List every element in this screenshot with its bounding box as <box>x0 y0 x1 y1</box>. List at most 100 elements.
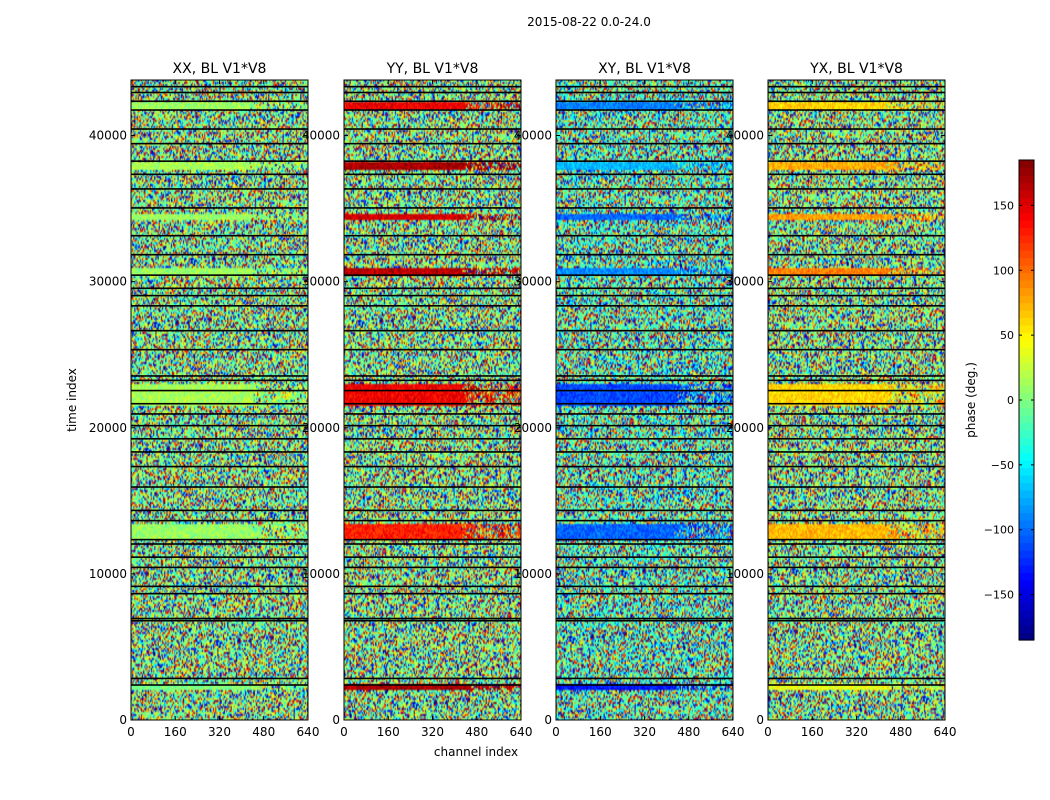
colorbar-segment <box>1019 505 1034 514</box>
x-tick-label: 480 <box>252 725 275 739</box>
colorbar-segment <box>1019 580 1034 589</box>
flagged-row <box>344 543 521 545</box>
flagged-row <box>131 294 308 297</box>
y-tick-label: 0 <box>544 713 552 727</box>
colorbar-segment <box>1019 415 1034 424</box>
flagged-row <box>131 109 308 111</box>
flagged-row <box>556 684 733 686</box>
flagged-row <box>556 274 733 276</box>
flagged-row <box>556 294 733 297</box>
flagged-row <box>556 465 733 468</box>
flagged-row <box>556 619 733 622</box>
y-tick-label: 10000 <box>726 567 764 581</box>
colorbar-segment <box>1019 572 1034 581</box>
flagged-row <box>556 253 733 256</box>
flagged-row <box>768 329 945 332</box>
flagged-row <box>556 207 733 209</box>
flagged-row <box>344 294 521 297</box>
flagged-row <box>344 437 521 440</box>
x-tick-label: 640 <box>934 725 957 739</box>
flagged-row <box>556 437 733 440</box>
colorbar-segment <box>1019 422 1034 431</box>
flagged-row <box>556 305 733 307</box>
colorbar-segment <box>1019 535 1034 544</box>
panel-grid: XX, BL V1*V8 0 160 320 480 640 0 10000 20000 3000… <box>89 61 957 739</box>
flagged-row <box>131 619 308 622</box>
colorbar-segment <box>1019 250 1034 259</box>
flagged-row <box>556 424 733 427</box>
y-tick-label: 20000 <box>726 421 764 435</box>
colorbar-tick-label: −150 <box>984 589 1014 602</box>
flagged-row <box>131 207 308 209</box>
x-tick-label: 160 <box>589 725 612 739</box>
flagged-row <box>131 538 308 541</box>
colorbar-segment <box>1019 167 1034 176</box>
colorbar-segment <box>1019 355 1034 364</box>
y-tick-label: 30000 <box>514 275 552 289</box>
flagged-row <box>768 160 945 162</box>
flagged-row <box>344 188 521 190</box>
flagged-row <box>768 142 945 145</box>
colorbar-segment <box>1019 272 1034 281</box>
colorbar-segment <box>1019 400 1034 409</box>
flagged-row <box>556 109 733 111</box>
flagged-row <box>344 109 521 111</box>
colorbar-segment <box>1019 445 1034 454</box>
flagged-row <box>768 294 945 297</box>
flagged-row <box>131 424 308 427</box>
flagged-row <box>344 684 521 686</box>
flagged-row <box>556 375 733 377</box>
colorbar-segment <box>1019 197 1034 206</box>
x-tick-label: 640 <box>510 725 533 739</box>
flagged-row <box>556 486 733 488</box>
flagged-row <box>344 142 521 145</box>
flagged-row <box>344 253 521 256</box>
flagged-row <box>556 585 733 588</box>
flagged-row <box>344 592 521 595</box>
colorbar-segment <box>1019 310 1034 319</box>
panel-title: YX, BL V1*V8 <box>809 61 903 77</box>
x-tick-label: 480 <box>677 725 700 739</box>
panel-title: XX, BL V1*V8 <box>173 61 267 77</box>
flagged-row <box>344 617 521 620</box>
colorbar-segment <box>1019 467 1034 476</box>
flagged-row <box>556 677 733 680</box>
flagged-row <box>768 585 945 588</box>
flagged-row <box>344 451 521 453</box>
flagged-row <box>768 234 945 237</box>
colorbar-segment <box>1019 212 1034 221</box>
flagged-row <box>344 173 521 176</box>
flagged-row <box>131 253 308 256</box>
flagged-row <box>131 287 308 290</box>
colorbar-segment <box>1019 175 1034 184</box>
colorbar-segment <box>1019 527 1034 536</box>
flagged-row <box>344 585 521 588</box>
flagged-row <box>768 592 945 595</box>
y-tick-label: 40000 <box>302 129 340 143</box>
flagged-row <box>556 592 733 595</box>
flagged-row <box>768 437 945 440</box>
flagged-row <box>344 305 521 307</box>
flagged-row <box>131 486 308 488</box>
flagged-row <box>768 684 945 686</box>
flagged-row <box>344 424 521 427</box>
flagged-row <box>556 566 733 569</box>
flagged-row <box>344 160 521 162</box>
flagged-row <box>344 85 521 88</box>
colorbar-tick-label: 50 <box>1000 329 1014 342</box>
colorbar-segment <box>1019 407 1034 416</box>
colorbar-segment <box>1019 317 1034 326</box>
flagged-row <box>131 128 308 130</box>
colorbar-segment <box>1019 347 1034 356</box>
flagged-row <box>768 348 945 351</box>
flagged-row <box>556 389 733 392</box>
x-tick-label: 640 <box>722 725 745 739</box>
flagged-row <box>131 160 308 162</box>
colorbar-segment <box>1019 565 1034 574</box>
panel: XX, BL V1*V8 0 160 320 480 640 0 10000 20000 3000… <box>89 61 320 739</box>
flagged-row <box>344 91 521 94</box>
colorbar-segment <box>1019 227 1034 236</box>
colorbar-segment <box>1019 340 1034 349</box>
flagged-row <box>556 287 733 290</box>
panel: YY, BL V1*V8 0 160 320 480 640 0 10000 20000 3000… <box>302 61 533 739</box>
